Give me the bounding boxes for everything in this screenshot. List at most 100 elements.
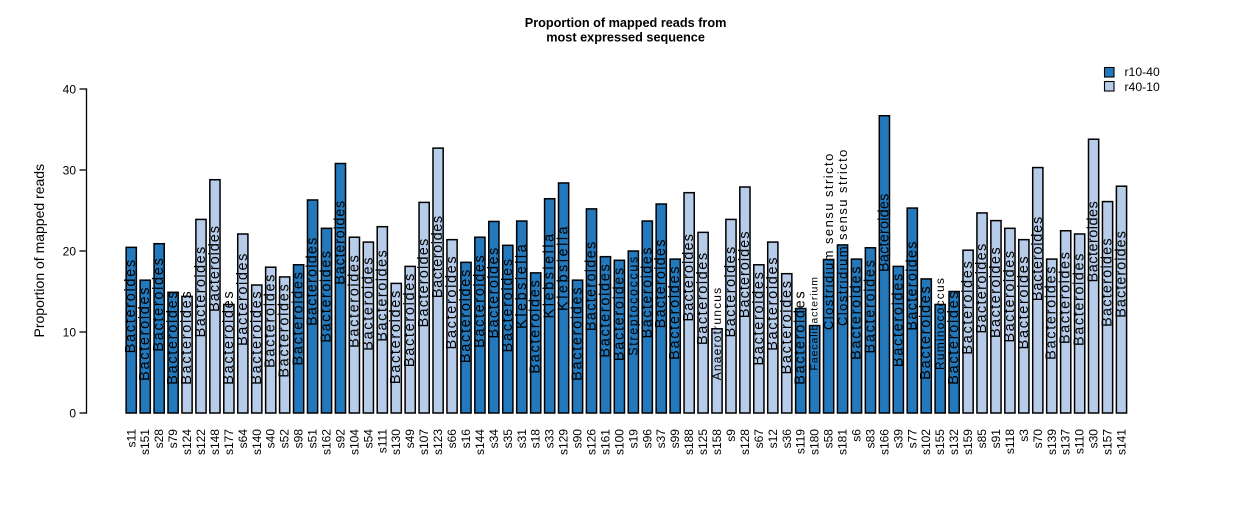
svg-text:s158: s158 — [710, 429, 724, 455]
svg-text:s90: s90 — [571, 429, 585, 449]
svg-text:Bacteroides: Bacteroides — [1072, 252, 1088, 346]
svg-text:s104: s104 — [347, 429, 361, 455]
svg-text:s124: s124 — [180, 429, 194, 455]
svg-text:Faecalibacterium: Faecalibacterium — [809, 276, 821, 370]
svg-text:s31: s31 — [515, 429, 529, 449]
svg-text:Bacteroides: Bacteroides — [570, 286, 586, 381]
svg-text:s129: s129 — [557, 429, 571, 455]
svg-text:Bacteroides: Bacteroides — [137, 286, 153, 381]
svg-text:s58: s58 — [822, 429, 836, 449]
svg-text:Bacteroides: Bacteroides — [388, 289, 404, 384]
svg-text:Bacteroides: Bacteroides — [291, 270, 307, 365]
svg-text:40: 40 — [63, 82, 77, 96]
svg-text:s12: s12 — [766, 429, 780, 449]
svg-text:Streptococcus: Streptococcus — [626, 255, 640, 356]
svg-text:s39: s39 — [891, 429, 905, 449]
svg-text:20: 20 — [63, 244, 77, 258]
svg-text:Bacteroides: Bacteroides — [890, 272, 906, 367]
svg-text:Bacteroides: Bacteroides — [876, 193, 892, 271]
svg-text:s36: s36 — [780, 429, 794, 449]
svg-text:s92: s92 — [333, 429, 347, 449]
svg-text:s102: s102 — [919, 429, 933, 455]
svg-text:s64: s64 — [236, 429, 250, 449]
svg-text:Bacteroides: Bacteroides — [848, 265, 864, 360]
svg-text:Bacteroides: Bacteroides — [779, 279, 795, 374]
svg-text:Clostridium sensu stricto: Clostridium sensu stricto — [821, 152, 836, 330]
svg-text:s128: s128 — [738, 429, 752, 455]
svg-text:Bacteroides: Bacteroides — [332, 200, 348, 285]
svg-text:Bacteroides: Bacteroides — [472, 254, 488, 348]
svg-text:Bacteroides: Bacteroides — [737, 230, 753, 318]
svg-text:Bacteroides: Bacteroides — [528, 279, 544, 374]
svg-text:Bacteroides: Bacteroides — [584, 241, 600, 332]
svg-text:Bacteroides: Bacteroides — [960, 260, 976, 355]
svg-text:s33: s33 — [543, 429, 557, 449]
svg-text:s118: s118 — [1003, 429, 1017, 454]
svg-text:Bacteroides: Bacteroides — [458, 268, 474, 363]
svg-text:Bacteroides: Bacteroides — [667, 265, 683, 360]
svg-text:Bacteroides: Bacteroides — [374, 249, 390, 342]
svg-text:Proportion of mapped reads fro: Proportion of mapped reads from — [525, 16, 727, 30]
svg-text:s155: s155 — [933, 429, 947, 455]
svg-text:most expressed sequence: most expressed sequence — [546, 31, 705, 45]
svg-text:Bacteroides: Bacteroides — [123, 258, 139, 353]
svg-text:s159: s159 — [961, 429, 975, 455]
svg-text:Bacteroides: Bacteroides — [277, 283, 293, 378]
svg-text:s107: s107 — [417, 429, 431, 455]
svg-text:s126: s126 — [585, 429, 599, 455]
svg-text:Clostridium sensu stricto: Clostridium sensu stricto — [835, 148, 850, 326]
svg-text:Bacteroides: Bacteroides — [179, 290, 195, 385]
svg-text:s19: s19 — [626, 429, 640, 449]
svg-text:s83: s83 — [863, 429, 877, 449]
svg-text:Bacteroides: Bacteroides — [793, 290, 809, 385]
svg-text:s151: s151 — [138, 429, 152, 455]
svg-text:s91: s91 — [989, 429, 1003, 449]
svg-text:Bacteroides: Bacteroides — [402, 272, 418, 367]
svg-text:s16: s16 — [459, 429, 473, 449]
svg-text:s177: s177 — [222, 429, 236, 455]
svg-text:Bacteroides: Bacteroides — [221, 290, 237, 385]
svg-text:s6: s6 — [849, 429, 863, 442]
svg-text:Bacteroides: Bacteroides — [151, 257, 167, 352]
svg-text:s3: s3 — [1017, 429, 1031, 442]
svg-text:s51: s51 — [306, 429, 320, 449]
svg-text:Bacteroides: Bacteroides — [653, 238, 669, 328]
svg-text:r10-40: r10-40 — [1125, 65, 1160, 79]
svg-text:Bacteroides: Bacteroides — [904, 240, 920, 330]
svg-text:Bacteroides: Bacteroides — [974, 242, 990, 333]
svg-text:s139: s139 — [1045, 429, 1059, 455]
svg-text:s54: s54 — [361, 429, 375, 449]
svg-text:Bacteroides: Bacteroides — [1002, 249, 1018, 342]
svg-text:Proportion of mapped reads: Proportion of mapped reads — [31, 164, 47, 338]
svg-text:0: 0 — [69, 406, 76, 420]
svg-text:r40-10: r40-10 — [1125, 80, 1160, 94]
svg-text:Bacteroides: Bacteroides — [751, 270, 767, 365]
svg-text:s28: s28 — [152, 429, 166, 449]
svg-text:s70: s70 — [1031, 429, 1045, 449]
svg-text:s162: s162 — [320, 429, 334, 455]
svg-text:Bacteroides: Bacteroides — [723, 245, 739, 337]
svg-text:Bacteroides: Bacteroides — [1086, 201, 1102, 283]
svg-text:s161: s161 — [598, 429, 612, 455]
svg-text:s144: s144 — [473, 429, 487, 455]
svg-text:Bacteroides: Bacteroides — [695, 251, 711, 345]
svg-text:Bacteroides: Bacteroides — [918, 285, 934, 380]
svg-text:s11: s11 — [124, 429, 138, 448]
svg-text:s110: s110 — [1073, 429, 1087, 454]
svg-text:Bacteroides: Bacteroides — [207, 225, 223, 312]
svg-text:s85: s85 — [975, 429, 989, 449]
svg-text:Bacteroides: Bacteroides — [263, 273, 279, 368]
svg-text:Bacteroides: Bacteroides — [319, 249, 335, 342]
svg-text:Bacteroides: Bacteroides — [1016, 255, 1032, 350]
svg-text:s148: s148 — [208, 429, 222, 455]
svg-text:s140: s140 — [250, 429, 264, 455]
svg-text:s18: s18 — [529, 429, 543, 449]
svg-text:Bacteroides: Bacteroides — [639, 246, 655, 338]
svg-text:Bacteroides: Bacteroides — [235, 252, 251, 346]
svg-text:s125: s125 — [696, 429, 710, 455]
svg-text:s123: s123 — [431, 429, 445, 455]
svg-text:s79: s79 — [166, 429, 180, 449]
svg-text:Bacteroides: Bacteroides — [305, 236, 321, 325]
svg-text:s77: s77 — [905, 429, 919, 449]
svg-text:10: 10 — [63, 325, 77, 339]
